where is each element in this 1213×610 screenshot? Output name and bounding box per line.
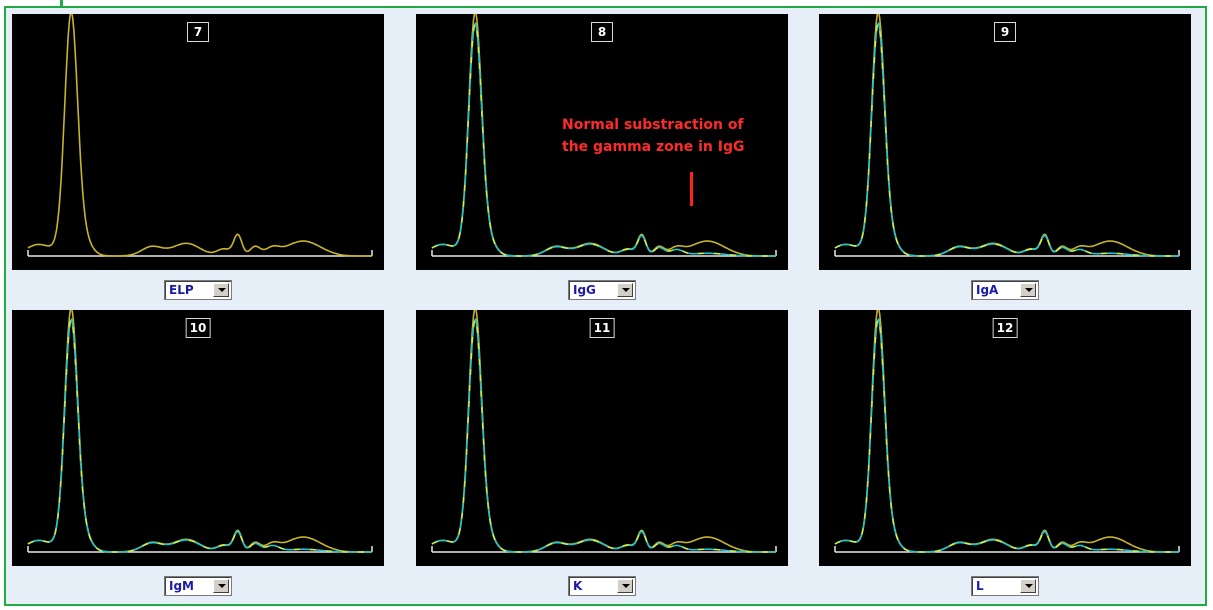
baseline-axis: [431, 250, 777, 257]
annotation-pointer: [690, 172, 693, 206]
chevron-down-icon[interactable]: [1020, 579, 1036, 593]
reference-curve: [27, 14, 372, 257]
chevron-down-icon[interactable]: [213, 283, 229, 297]
top-tab-edge: [0, 0, 63, 10]
annotation-line-2: the gamma zone in IgG: [562, 139, 745, 155]
panel-10: 10 IgM: [12, 310, 384, 606]
densitometry-plot-7: 7: [12, 14, 384, 270]
panel-12: 12 L: [819, 310, 1191, 606]
densitometry-plot-12: 12: [819, 310, 1191, 566]
fraction-selector-9[interactable]: IgA: [971, 280, 1039, 300]
densitometry-plot-8: 8 Normal substraction of the gamma zone …: [416, 14, 788, 270]
panel-9: 9 IgA: [819, 14, 1191, 310]
panel-7: 7 ELP: [12, 14, 384, 310]
densitometry-plot-9: 9: [819, 14, 1191, 270]
panel-11: 11 K: [416, 310, 788, 606]
panel-8: 8 Normal substraction of the gamma zone …: [416, 14, 788, 310]
baseline-axis: [431, 546, 777, 553]
curve-canvas-8: [431, 14, 777, 257]
overlay-dash-curve: [27, 317, 372, 553]
densitometry-plot-10: 10: [12, 310, 384, 566]
fraction-selector-7[interactable]: ELP: [164, 280, 232, 300]
fraction-selector-8[interactable]: IgG: [568, 280, 636, 300]
chevron-down-icon[interactable]: [213, 579, 229, 593]
baseline-axis: [834, 546, 1180, 553]
curve-canvas-10: [27, 310, 373, 553]
overlay-dash-curve: [834, 21, 1179, 257]
baseline-axis: [27, 546, 373, 553]
annotation-line-1: Normal substraction of: [562, 117, 744, 133]
panel-number-label: 7: [187, 22, 209, 42]
fraction-selector-10[interactable]: IgM: [164, 576, 232, 596]
fraction-selector-12[interactable]: L: [971, 576, 1039, 596]
fraction-selector-value: IgG: [573, 283, 596, 297]
densitometry-plot-11: 11: [416, 310, 788, 566]
curve-canvas-9: [834, 14, 1180, 257]
overlay-dash-curve: [834, 317, 1179, 553]
test-curve: [834, 317, 1179, 553]
baseline-axis: [834, 250, 1180, 257]
chevron-down-icon[interactable]: [617, 283, 633, 297]
panel-number-label: 10: [185, 318, 211, 338]
fraction-selector-value: L: [976, 579, 984, 593]
panel-number-label: 12: [992, 318, 1018, 338]
fraction-selector-value: IgM: [169, 579, 194, 593]
chevron-down-icon[interactable]: [1020, 283, 1036, 297]
fraction-selector-value: ELP: [169, 283, 194, 297]
curve-canvas-7: [27, 14, 373, 257]
test-curve: [834, 21, 1179, 257]
fraction-selector-value: IgA: [976, 283, 999, 297]
curve-canvas-11: [431, 310, 777, 553]
panel-number-label: 8: [591, 22, 613, 42]
electrophoresis-panel-grid: 7 ELP 8 Normal substraction of the gamma…: [4, 6, 1207, 606]
baseline-axis: [27, 250, 373, 257]
overlay-dash-curve: [431, 21, 776, 257]
chevron-down-icon[interactable]: [617, 579, 633, 593]
overlay-dash-curve: [431, 317, 776, 553]
curve-canvas-12: [834, 310, 1180, 553]
panel-number-label: 9: [994, 22, 1016, 42]
fraction-selector-11[interactable]: K: [568, 576, 636, 596]
panel-number-label: 11: [589, 318, 615, 338]
test-curve: [27, 317, 372, 553]
annotation-text: Normal substraction of the gamma zone in…: [562, 114, 744, 158]
fraction-selector-value: K: [573, 579, 583, 593]
test-curve: [431, 317, 776, 553]
